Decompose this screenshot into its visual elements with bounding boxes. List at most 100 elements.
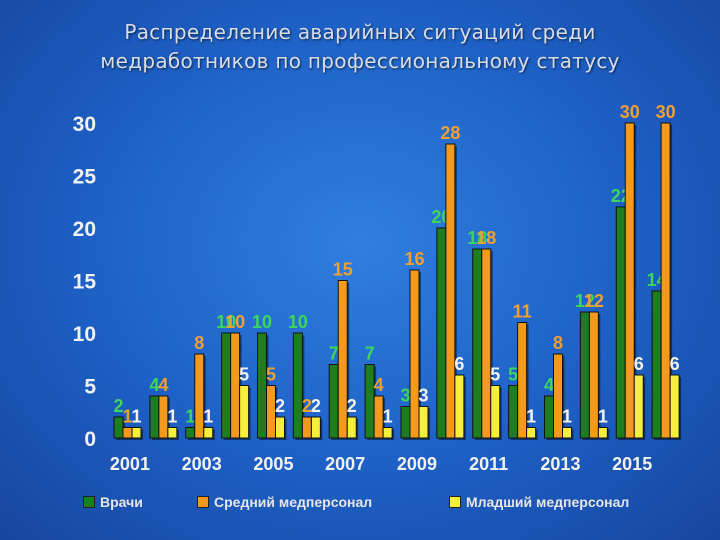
data-label-juniors: 1 bbox=[131, 407, 141, 427]
bar-nurses bbox=[158, 395, 169, 439]
bar-doctors bbox=[257, 332, 267, 439]
x-tick-label: 2013 bbox=[540, 454, 580, 474]
data-label-nurses: 2 bbox=[302, 396, 312, 416]
legend-swatch-doctors bbox=[83, 496, 95, 508]
bar-juniors bbox=[597, 427, 608, 439]
data-label-doctors: 5 bbox=[508, 365, 518, 385]
x-tick-label: 2003 bbox=[182, 454, 222, 474]
bar-doctors bbox=[185, 427, 196, 439]
bar-juniors bbox=[346, 416, 357, 439]
data-label-juniors: 6 bbox=[670, 354, 680, 374]
data-label-doctors: 7 bbox=[329, 344, 339, 364]
data-label-nurses: 30 bbox=[656, 102, 676, 122]
bar-nurses bbox=[660, 122, 671, 439]
data-label-nurses: 11 bbox=[513, 302, 532, 322]
data-label-nurses: 18 bbox=[476, 228, 496, 248]
bar-doctors bbox=[149, 395, 160, 439]
data-label-doctors: 4 bbox=[149, 375, 159, 395]
data-label-nurses: 28 bbox=[440, 123, 460, 143]
data-label-juniors: 1 bbox=[562, 407, 572, 427]
data-label-nurses: 8 bbox=[194, 333, 204, 353]
data-label-juniors: 1 bbox=[598, 407, 608, 427]
bar-doctors bbox=[400, 406, 411, 439]
data-label-doctors: 10 bbox=[288, 312, 308, 332]
x-tick-label: 2005 bbox=[253, 454, 293, 474]
legend-label-juniors: Младший медперсонал bbox=[466, 494, 630, 510]
data-label-doctors: 2 bbox=[113, 396, 123, 416]
bar-juniors bbox=[418, 406, 429, 439]
bar-nurses bbox=[301, 416, 312, 439]
data-label-nurses: 12 bbox=[584, 291, 604, 311]
data-label-juniors: 5 bbox=[490, 365, 500, 385]
bar-juniors bbox=[526, 427, 537, 439]
bar-nurses bbox=[517, 322, 528, 439]
data-label-doctors: 4 bbox=[544, 375, 554, 395]
bar-juniors bbox=[633, 374, 644, 439]
data-label-nurses: 16 bbox=[404, 249, 424, 269]
y-tick-label: 5 bbox=[84, 376, 96, 399]
data-label-juniors: 5 bbox=[239, 365, 249, 385]
data-label-nurses: 4 bbox=[158, 375, 168, 395]
x-tick-label: 2009 bbox=[397, 454, 437, 474]
bar-doctors bbox=[436, 227, 447, 439]
bar-nurses bbox=[624, 122, 635, 439]
chart-legend: Врачи Средний медперсонал Младший медпер… bbox=[0, 494, 720, 516]
data-label-nurses: 10 bbox=[225, 312, 245, 332]
bar-nurses bbox=[122, 427, 133, 439]
legend-item-juniors: Младший медперсонал bbox=[449, 494, 629, 510]
data-label-juniors: 1 bbox=[203, 407, 213, 427]
bar-juniors bbox=[490, 385, 501, 439]
data-label-juniors: 1 bbox=[526, 407, 536, 427]
x-tick-label: 2007 bbox=[325, 454, 365, 474]
data-label-nurses: 1 bbox=[122, 407, 132, 427]
bar-nurses bbox=[445, 143, 456, 439]
data-label-juniors: 1 bbox=[383, 407, 393, 427]
bar-nurses bbox=[553, 353, 563, 439]
bar-juniors bbox=[239, 385, 250, 439]
bar-nurses bbox=[588, 311, 599, 439]
data-label-doctors: 7 bbox=[365, 344, 375, 364]
bar-juniors bbox=[131, 427, 142, 439]
bar-juniors bbox=[562, 427, 572, 439]
bar-doctors bbox=[651, 290, 662, 439]
legend-swatch-nurses bbox=[197, 496, 209, 508]
bar-juniors bbox=[669, 374, 680, 439]
y-tick-label: 0 bbox=[84, 428, 96, 451]
data-label-doctors: 18 bbox=[467, 228, 487, 248]
legend-swatch-juniors bbox=[449, 496, 461, 508]
y-tick-label: 10 bbox=[73, 323, 96, 346]
data-label-doctors: 1 bbox=[185, 407, 195, 427]
legend-item-nurses: Средний медперсонал bbox=[197, 494, 372, 510]
bar-nurses bbox=[409, 269, 420, 439]
data-label-doctors: 12 bbox=[575, 291, 595, 311]
chart-title-line-1: Распределение аварийных ситуаций среди bbox=[124, 20, 596, 44]
bar-doctors bbox=[472, 248, 483, 439]
bar-juniors bbox=[167, 427, 178, 439]
bar-nurses bbox=[194, 353, 205, 439]
data-label-nurses: 8 bbox=[553, 333, 563, 353]
data-label-nurses: 5 bbox=[266, 365, 276, 385]
legend-label-nurses: Средний медперсонал bbox=[214, 494, 373, 510]
bar-nurses bbox=[481, 248, 492, 439]
bar-juniors bbox=[310, 416, 321, 439]
bar-juniors bbox=[203, 427, 214, 439]
data-label-juniors: 2 bbox=[311, 396, 321, 416]
bar-nurses bbox=[337, 280, 348, 439]
data-label-juniors: 6 bbox=[454, 354, 464, 374]
data-label-juniors: 6 bbox=[634, 354, 644, 374]
bar-juniors bbox=[382, 427, 393, 439]
bar-nurses bbox=[266, 385, 276, 439]
x-tick-label: 2015 bbox=[612, 454, 652, 474]
y-tick-label: 30 bbox=[73, 113, 96, 136]
data-label-doctors: 10 bbox=[216, 312, 236, 332]
bar-doctors bbox=[328, 364, 339, 439]
data-label-juniors: 3 bbox=[418, 386, 428, 406]
data-label-nurses: 15 bbox=[333, 260, 353, 280]
bar-juniors bbox=[454, 374, 465, 439]
y-tick-label: 20 bbox=[73, 218, 96, 241]
bar-doctors bbox=[221, 332, 232, 439]
y-tick-label: 25 bbox=[73, 166, 97, 189]
legend-label-doctors: Врачи bbox=[100, 494, 143, 510]
data-label-doctors: 10 bbox=[252, 312, 272, 332]
